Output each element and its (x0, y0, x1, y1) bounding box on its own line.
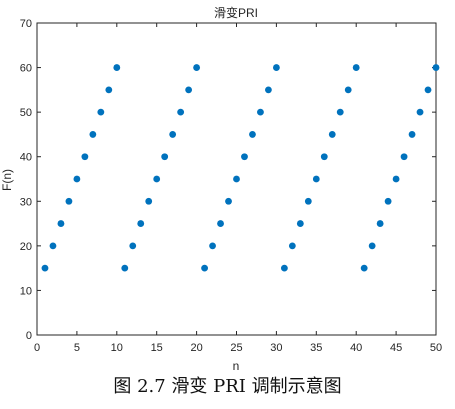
data-point (408, 131, 416, 138)
axes: 0 5 10 15 20 25 30 35 40 45 50 0 10 20 30 40 50 60 70 (20, 18, 442, 354)
figure-caption: 图 2.7 滑变 PRI 调制示意图 (113, 376, 342, 397)
data-point (312, 175, 320, 183)
y-tick-label: 20 (20, 241, 32, 253)
data-point (73, 175, 81, 183)
y-tick-label: 10 (20, 285, 32, 297)
y-tick-label: 70 (20, 18, 32, 30)
data-point (153, 175, 161, 183)
data-point (41, 264, 49, 272)
x-axis-title: n (233, 359, 240, 373)
x-tick-label: 25 (230, 342, 242, 354)
data-point (65, 197, 73, 205)
data-point (241, 153, 248, 161)
data-point (416, 108, 424, 116)
data-point (225, 197, 232, 205)
data-point (288, 242, 296, 250)
data-point (129, 242, 137, 250)
data-point (257, 108, 264, 116)
data-point (273, 64, 280, 71)
x-tick-label: 35 (310, 342, 322, 354)
data-point (137, 220, 145, 227)
y-tick-label: 40 (20, 152, 32, 164)
data-point (280, 264, 288, 272)
data-point (145, 197, 153, 205)
data-point (320, 153, 328, 161)
data-point (265, 86, 272, 94)
data-point (185, 86, 193, 94)
x-tick-label: 0 (34, 342, 40, 354)
data-point (328, 131, 336, 138)
y-tick-label: 0 (26, 330, 32, 342)
x-tick-label: 10 (111, 342, 123, 354)
data-point (81, 153, 89, 161)
data-point (376, 220, 384, 227)
data-point (121, 264, 129, 272)
data-point (113, 64, 121, 71)
data-point (344, 86, 352, 94)
y-axis-title: F(n) (0, 169, 14, 191)
data-points (41, 64, 440, 272)
data-point (384, 197, 392, 205)
x-tick-label: 20 (190, 342, 202, 354)
x-tick-label: 15 (151, 342, 163, 354)
chart-title: 滑变PRI (214, 5, 258, 20)
data-point (161, 153, 169, 161)
data-point (193, 64, 201, 71)
data-point (201, 264, 208, 272)
data-point (49, 242, 57, 250)
data-point (169, 131, 177, 138)
x-tick-label: 30 (270, 342, 282, 354)
data-point (209, 242, 216, 250)
x-tick-label: 5 (74, 342, 80, 354)
data-point (233, 175, 240, 183)
data-point (392, 175, 400, 183)
data-point (57, 220, 65, 227)
data-point (360, 264, 368, 272)
data-point (97, 108, 105, 116)
data-point (424, 86, 432, 94)
x-tick-label: 50 (430, 342, 442, 354)
data-point (352, 64, 360, 71)
data-point (217, 220, 224, 227)
x-tick-label: 45 (390, 342, 402, 354)
y-tick-label: 30 (20, 196, 32, 208)
data-point (368, 242, 376, 250)
data-point (304, 197, 312, 205)
data-point (336, 108, 344, 116)
data-point (89, 131, 97, 138)
data-point (432, 64, 440, 71)
data-point (400, 153, 408, 161)
data-point (249, 131, 256, 138)
data-point (105, 86, 113, 94)
y-tick-label: 50 (20, 107, 32, 119)
y-tick-label: 60 (20, 63, 32, 75)
data-point (177, 108, 185, 116)
data-point (296, 220, 304, 227)
x-tick-label: 40 (350, 342, 362, 354)
